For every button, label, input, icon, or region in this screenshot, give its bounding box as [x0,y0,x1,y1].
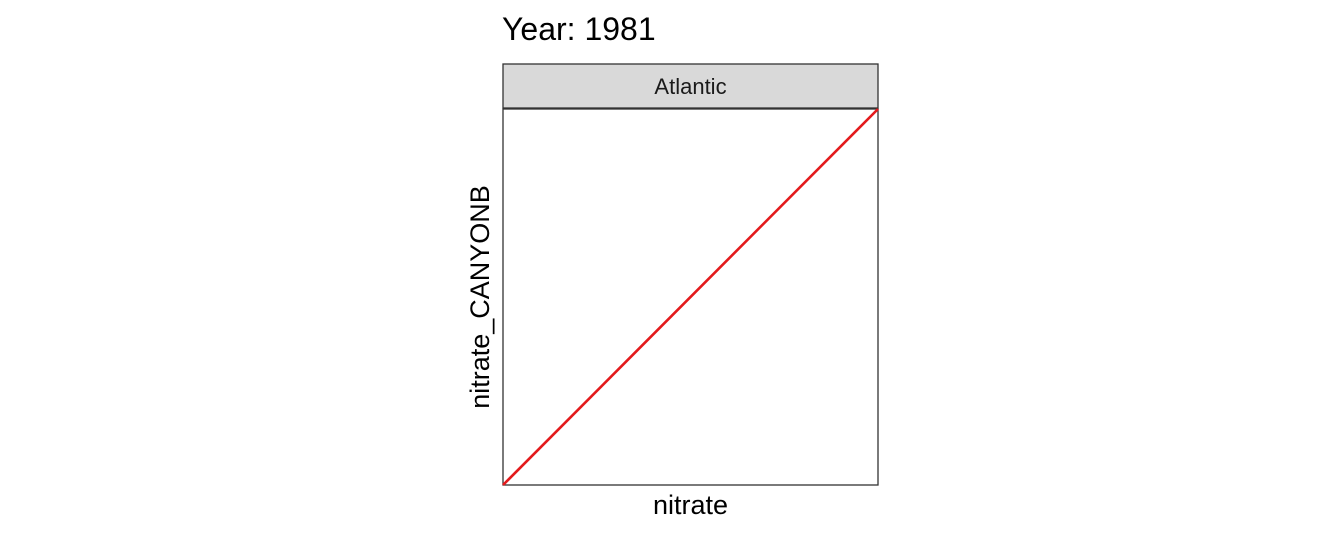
series-layer [502,108,879,486]
facet-label: Atlantic [654,74,726,99]
x-axis-label: nitrate [653,490,728,520]
y-axis-label: nitrate_CANYONB [465,185,495,409]
chart-title: Year: 1981 [502,11,656,47]
series-line-1 [502,108,879,486]
facet-strip [502,63,879,109]
